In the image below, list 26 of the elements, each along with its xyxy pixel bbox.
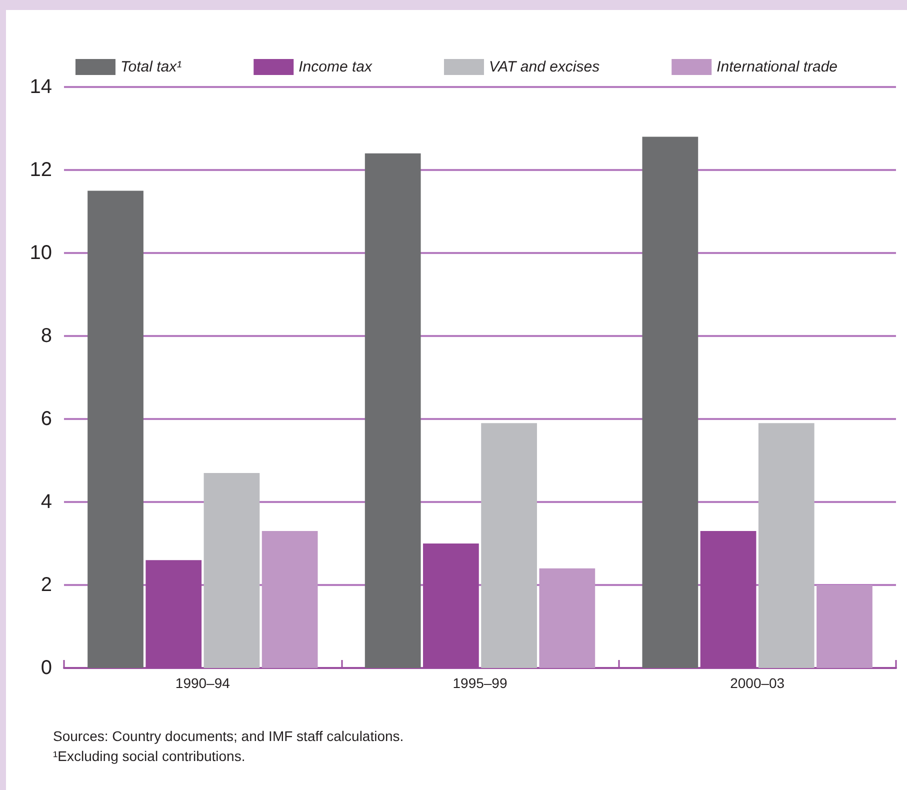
y-tick-label: 2 bbox=[40, 574, 52, 596]
y-tick-label: 0 bbox=[40, 657, 52, 679]
x-tick-label: 1995–99 bbox=[452, 675, 508, 691]
bar bbox=[204, 472, 260, 668]
legend-label: International trade bbox=[716, 58, 838, 76]
y-tick-label: 8 bbox=[40, 325, 52, 347]
bar bbox=[816, 585, 872, 668]
legend-label: Total tax¹ bbox=[120, 58, 182, 76]
y-tick-label: 4 bbox=[40, 491, 52, 513]
bar bbox=[364, 153, 421, 668]
bar bbox=[642, 136, 698, 668]
legend-label: Income tax bbox=[298, 58, 372, 76]
bar bbox=[539, 568, 596, 668]
y-tick-label: 10 bbox=[30, 242, 52, 264]
y-tick-label: 6 bbox=[40, 408, 52, 430]
bar bbox=[262, 531, 318, 668]
bar bbox=[481, 423, 537, 668]
y-tick-label: 12 bbox=[30, 159, 52, 181]
x-tick-label: 1990–94 bbox=[175, 675, 230, 691]
bar bbox=[758, 423, 814, 668]
bar bbox=[88, 190, 144, 668]
y-tick-label: 14 bbox=[30, 76, 52, 98]
x-tick-label: 2000–03 bbox=[730, 675, 785, 691]
text: ¹Excluding social contributions. bbox=[53, 748, 246, 764]
source-note: Sources: Country documents; and IMF staff calculations. bbox=[53, 728, 404, 744]
legend-label: VAT and excises bbox=[488, 58, 600, 76]
